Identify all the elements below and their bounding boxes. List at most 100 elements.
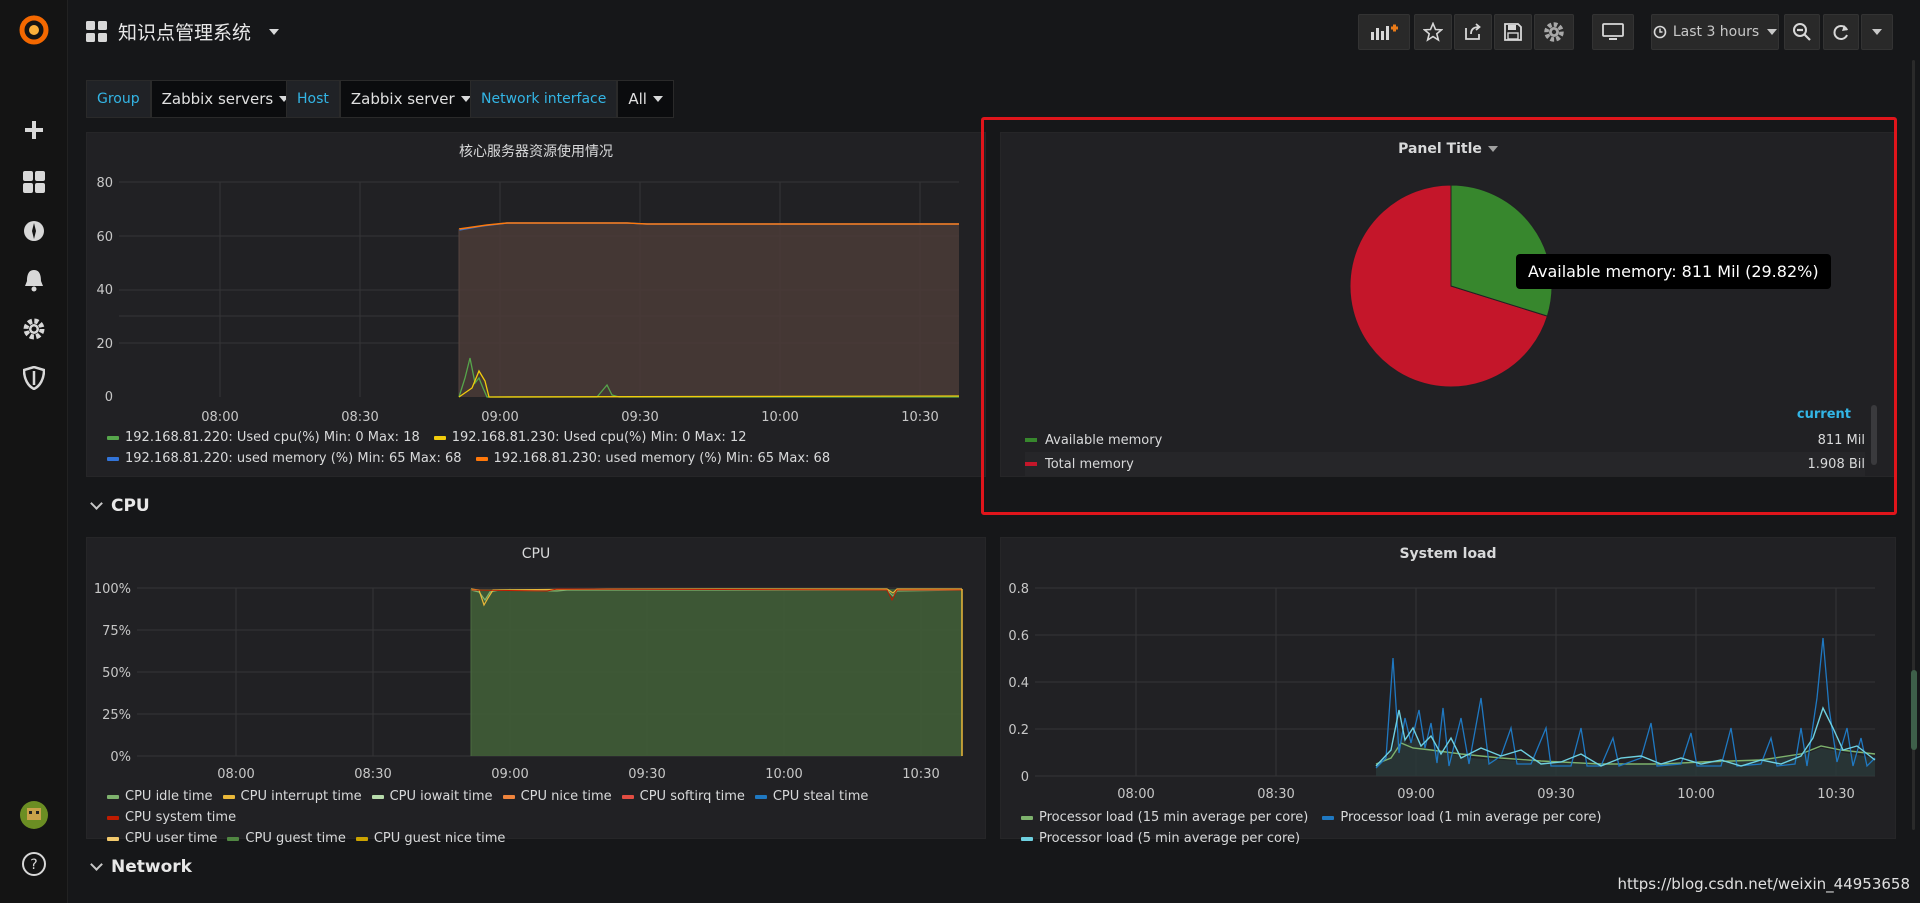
legend-item[interactable]: 192.168.81.220: Used cpu(%) Min: 0 Max: … xyxy=(107,427,420,448)
legend-item[interactable]: CPU nice time xyxy=(502,786,612,807)
zoom-out-button[interactable] xyxy=(1784,14,1820,50)
time-range-picker[interactable]: Last 3 hours xyxy=(1651,14,1779,50)
y-tick: 0 xyxy=(105,390,113,405)
chevron-down-icon xyxy=(1872,29,1882,35)
grafana-logo-icon[interactable] xyxy=(0,10,68,50)
dashboard-navbar: 知识点管理系统 Last 3 hours xyxy=(68,0,1920,64)
legend-item[interactable]: CPU softirq time xyxy=(621,786,745,807)
chevron-down-icon xyxy=(1487,146,1498,152)
legend-item[interactable]: CPU interrupt time xyxy=(222,786,362,807)
add-panel-button[interactable] xyxy=(1358,14,1410,50)
scrollbar-thumb[interactable] xyxy=(1911,670,1917,750)
legend-item[interactable]: CPU guest nice time xyxy=(355,828,505,849)
x-tick: 09:30 xyxy=(621,410,658,425)
user-avatar[interactable] xyxy=(0,795,68,835)
server-admin-shield-icon[interactable] xyxy=(0,358,68,398)
legend-label: CPU system time xyxy=(125,810,237,825)
share-dashboard-button[interactable] xyxy=(1454,14,1492,50)
panel-cpu: CPU 0% 25% 50% 75% 100% xyxy=(86,537,986,846)
star-dashboard-button[interactable] xyxy=(1414,14,1452,50)
variable-select-host[interactable]: Zabbix server xyxy=(339,80,482,118)
legend-item[interactable]: CPU system time xyxy=(107,807,236,828)
legend-item[interactable]: 192.168.81.230: Used cpu(%) Min: 0 Max: … xyxy=(433,427,747,448)
cpu-area xyxy=(470,588,963,756)
pie-legend: Available memory 811 Mil Total memory 1.… xyxy=(1025,428,1865,476)
legend-item[interactable]: CPU iowait time xyxy=(371,786,493,807)
y-tick: 0.6 xyxy=(1008,629,1029,644)
y-axis: 0% 25% 50% 75% 100% xyxy=(94,582,131,765)
panel-title-dropdown[interactable]: Panel Title xyxy=(1001,141,1895,157)
create-plus-icon[interactable] xyxy=(0,110,68,150)
help-icon[interactable]: ? xyxy=(0,844,68,884)
legend-header-current[interactable]: current xyxy=(1796,407,1851,422)
page-scrollbar[interactable] xyxy=(1910,60,1918,890)
x-tick: 09:30 xyxy=(628,767,665,782)
legend-item[interactable]: Processor load (1 min average per core) xyxy=(1322,807,1601,828)
x-tick: 10:00 xyxy=(761,410,798,425)
save-dashboard-button[interactable] xyxy=(1494,14,1532,50)
graph-legend: CPU idle time CPU interrupt time CPU iowai… xyxy=(107,786,982,849)
legend-label: CPU iowait time xyxy=(389,789,493,804)
legend-item[interactable]: CPU steal time xyxy=(754,786,868,807)
pie-legend-row[interactable]: Available memory 811 Mil xyxy=(1025,428,1865,452)
side-menu: ? xyxy=(0,0,68,903)
legend-item[interactable]: CPU idle time xyxy=(107,786,213,807)
legend-item[interactable]: 192.168.81.220: used memory (%) Min: 65 … xyxy=(107,448,462,469)
series-processor-load-5min xyxy=(1375,706,1876,767)
legend-label: CPU guest time xyxy=(245,831,346,846)
legend-swatch xyxy=(1322,815,1335,820)
legend-swatch xyxy=(222,794,235,799)
legend-item[interactable]: 192.168.81.230: used memory (%) Min: 65 … xyxy=(475,448,830,469)
legend-label: 192.168.81.230: Used cpu(%) Min: 0 Max: … xyxy=(451,430,747,445)
y-tick: 0 xyxy=(1021,770,1029,785)
legend-item[interactable]: Processor load (15 min average per core) xyxy=(1021,807,1308,828)
x-tick: 08:30 xyxy=(1257,787,1294,802)
gear-icon xyxy=(1544,22,1564,42)
share-icon xyxy=(1465,23,1481,40)
variable-select-group[interactable]: Zabbix servers xyxy=(150,80,301,118)
legend-scrollbar[interactable] xyxy=(1871,405,1877,465)
scrollbar-track xyxy=(1912,60,1915,830)
y-axis: 0 20 40 60 80 xyxy=(96,176,113,405)
chevron-down-icon xyxy=(269,28,280,35)
legend-item[interactable]: CPU guest time xyxy=(227,828,346,849)
legend-swatch xyxy=(1021,815,1033,820)
pie-legend-row[interactable]: Total memory 1.908 Bil xyxy=(1025,452,1865,476)
alerting-bell-icon[interactable] xyxy=(0,260,68,300)
row-header-cpu[interactable]: CPU xyxy=(90,496,150,516)
dashboard-title: 知识点管理系统 xyxy=(118,22,252,44)
legend-item[interactable]: CPU user time xyxy=(107,828,217,849)
cpu-series xyxy=(458,357,960,398)
clock-icon xyxy=(1653,25,1667,39)
chevron-down-icon xyxy=(90,497,103,510)
legend-label: CPU user time xyxy=(125,831,218,846)
refresh-button[interactable] xyxy=(1823,14,1859,50)
variable-select-network-interface[interactable]: All xyxy=(617,80,674,118)
dashboard-title-picker[interactable]: 知识点管理系统 xyxy=(86,18,280,45)
legend-swatch xyxy=(621,794,634,799)
legend-label: CPU softirq time xyxy=(639,789,745,804)
x-tick: 10:00 xyxy=(765,767,802,782)
panel-title[interactable]: 核心服务器资源使用情况 xyxy=(459,144,613,160)
legend-swatch xyxy=(107,456,119,461)
panel-title[interactable]: CPU xyxy=(521,546,551,562)
row-header-network[interactable]: Network xyxy=(90,857,192,877)
configuration-gear-icon[interactable] xyxy=(0,309,68,349)
save-icon xyxy=(1504,23,1522,41)
pie-slice-total-memory[interactable] xyxy=(1349,184,1549,388)
panel-title[interactable]: System load xyxy=(1399,546,1497,562)
panel-memory-pie: Panel Title current Available memory 811… xyxy=(1000,132,1896,477)
legend-label: Total memory xyxy=(1045,456,1134,472)
cycle-view-mode-button[interactable] xyxy=(1592,14,1634,50)
x-axis: 08:00 08:30 09:00 09:30 10:00 10:30 xyxy=(217,767,939,782)
star-icon xyxy=(1423,22,1443,42)
legend-swatch xyxy=(107,815,119,820)
legend-item[interactable]: Processor load (5 min average per core) xyxy=(1021,828,1300,849)
explore-compass-icon[interactable] xyxy=(0,211,68,251)
legend-swatch xyxy=(355,836,368,841)
dashboards-icon[interactable] xyxy=(0,162,68,202)
graph-legend: Processor load (15 min average per core)… xyxy=(1021,807,1891,849)
dashboard-settings-button[interactable] xyxy=(1534,14,1574,50)
refresh-interval-picker[interactable] xyxy=(1861,14,1893,50)
graph-cpu: 0% 25% 50% 75% 100% 08:00 08:30 09:00 09… xyxy=(94,582,963,782)
